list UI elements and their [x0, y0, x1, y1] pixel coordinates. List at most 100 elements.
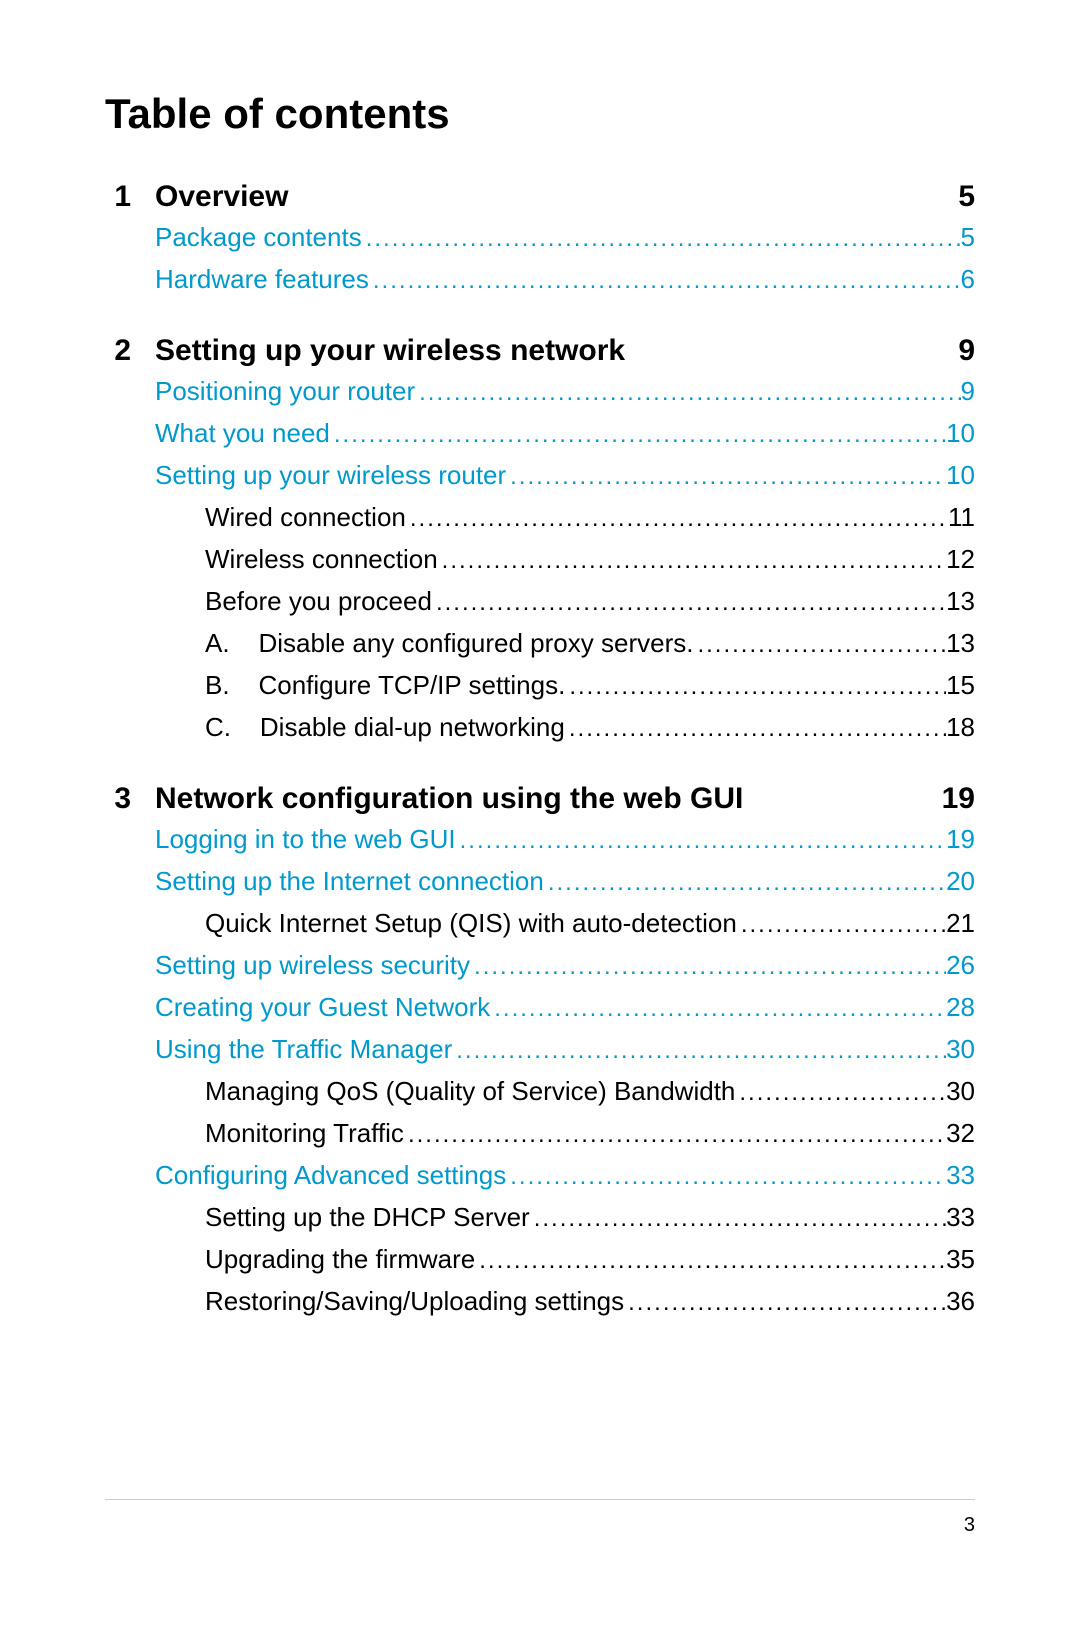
toc-entry-leader: ........................................…	[737, 911, 946, 939]
toc-section-heading: 1Overview5	[105, 180, 975, 214]
toc-entry-label: Wireless connection	[205, 544, 438, 575]
toc-entry-page: 35	[946, 1244, 975, 1275]
toc-entry-label[interactable]: Using the Traffic Manager	[155, 1034, 452, 1065]
toc-entry: A. Disable any configured proxy servers.…	[105, 628, 975, 659]
toc-section-number: 3	[105, 782, 155, 816]
toc-entry-page: 11	[948, 502, 975, 533]
toc-entry-label[interactable]: Package contents	[155, 222, 362, 253]
toc-entry-label: Before you proceed	[205, 586, 432, 617]
toc-entry-label: Restoring/Saving/Uploading settings	[205, 1286, 624, 1317]
toc-entry-leader: ........................................…	[456, 827, 946, 855]
section-gap	[105, 1328, 975, 1356]
toc-entry: B. Configure TCP/IP settings............…	[105, 670, 975, 701]
toc-entry-page: 18	[946, 712, 975, 743]
toc-section-page: 9	[958, 334, 975, 368]
toc-entry: Quick Internet Setup (QIS) with auto-det…	[105, 908, 975, 939]
toc-entry-leader: ........................................…	[544, 869, 946, 897]
toc-entry-label: Upgrading the firmware	[205, 1244, 475, 1275]
toc-entry-label[interactable]: Setting up the Internet connection	[155, 866, 544, 897]
toc-entry-leader: ........................................…	[530, 1205, 946, 1233]
toc-entry: C. Disable dial-up networking...........…	[105, 712, 975, 743]
toc-container: 1Overview5 Package contents..............…	[105, 180, 975, 1356]
toc-entry-label[interactable]: Hardware features	[155, 264, 369, 295]
toc-entry[interactable]: Logging in to the web GUI...............…	[105, 824, 975, 855]
section-gap	[105, 306, 975, 334]
toc-entry-leader: ........................................…	[506, 463, 946, 491]
toc-entry-leader: ........................................…	[406, 505, 948, 533]
toc-entry[interactable]: Positioning your router.................…	[105, 376, 975, 407]
toc-entry-leader: ........................................…	[506, 1163, 946, 1191]
toc-entry[interactable]: What you need...........................…	[105, 418, 975, 449]
toc-entry-leader: ........................................…	[565, 673, 946, 701]
toc-entry-label[interactable]: Creating your Guest Network	[155, 992, 490, 1023]
toc-entry-leader: ........................................…	[470, 953, 946, 981]
page-number: 3	[964, 1514, 975, 1536]
toc-entry-label: Disable any configured proxy servers.	[258, 628, 693, 659]
toc-entry-leader: ........................................…	[624, 1289, 946, 1317]
toc-entry-label: Setting up the DHCP Server	[205, 1202, 530, 1233]
toc-entry-leader: ........................................…	[404, 1121, 946, 1149]
section-gap	[105, 754, 975, 782]
page-footer: 3	[105, 1499, 975, 1537]
toc-entry[interactable]: Configuring Advanced settings...........…	[105, 1160, 975, 1191]
toc-entry[interactable]: Package contents........................…	[105, 222, 975, 253]
toc-entry-leader: ........................................…	[565, 715, 946, 743]
toc-entry-page: 30	[946, 1076, 975, 1107]
toc-entry-page[interactable]: 28	[946, 992, 975, 1023]
toc-entry-label[interactable]: What you need	[155, 418, 330, 449]
toc-entry-page[interactable]: 19	[946, 824, 975, 855]
toc-entry-leader: ........................................…	[475, 1247, 946, 1275]
toc-entry: Managing QoS (Quality of Service) Bandwi…	[105, 1076, 975, 1107]
toc-section-page: 19	[942, 782, 975, 816]
toc-entry-prefix: B.	[205, 670, 258, 701]
toc-entry-label[interactable]: Setting up your wireless router	[155, 460, 506, 491]
toc-entry: Monitoring Traffic......................…	[105, 1118, 975, 1149]
toc-entry-page: 36	[946, 1286, 975, 1317]
toc-entry-leader: ........................................…	[735, 1079, 946, 1107]
toc-entry: Before you proceed......................…	[105, 586, 975, 617]
toc-entry-page[interactable]: 9	[961, 376, 975, 407]
toc-entry-label: Quick Internet Setup (QIS) with auto-det…	[205, 908, 737, 939]
toc-entry[interactable]: Setting up the Internet connection......…	[105, 866, 975, 897]
toc-entry-page[interactable]: 20	[946, 866, 975, 897]
toc-section-heading: 3Network configuration using the web GUI…	[105, 782, 975, 816]
toc-section-title: Setting up your wireless network	[155, 334, 625, 368]
toc-section-page: 5	[958, 180, 975, 214]
toc-entry-page: 13	[946, 586, 975, 617]
toc-entry-page[interactable]: 6	[961, 264, 975, 295]
toc-entry[interactable]: Setting up wireless security............…	[105, 950, 975, 981]
toc-entry-label[interactable]: Configuring Advanced settings	[155, 1160, 506, 1191]
toc-entry-label: Disable dial-up networking	[260, 712, 565, 743]
toc-entry-page[interactable]: 10	[946, 460, 975, 491]
toc-entry-page[interactable]: 5	[961, 222, 975, 253]
toc-entry-page: 32	[946, 1118, 975, 1149]
toc-entry-label: Monitoring Traffic	[205, 1118, 404, 1149]
toc-entry: Wired connection........................…	[105, 502, 975, 533]
toc-entry-leader: ........................................…	[693, 631, 946, 659]
toc-section-title: Network configuration using the web GUI	[155, 782, 743, 816]
toc-section-number: 2	[105, 334, 155, 368]
toc-entry[interactable]: Hardware features.......................…	[105, 264, 975, 295]
toc-entry-leader: ........................................…	[369, 267, 961, 295]
toc-entry-page: 21	[946, 908, 975, 939]
toc-entry-label: Configure TCP/IP settings.	[258, 670, 565, 701]
toc-entry-label[interactable]: Logging in to the web GUI	[155, 824, 456, 855]
toc-entry: Wireless connection.....................…	[105, 544, 975, 575]
toc-entry-page: 33	[946, 1202, 975, 1233]
toc-entry[interactable]: Using the Traffic Manager...............…	[105, 1034, 975, 1065]
toc-entry-label: Managing QoS (Quality of Service) Bandwi…	[205, 1076, 735, 1107]
toc-entry-label: Wired connection	[205, 502, 406, 533]
toc-entry-page[interactable]: 33	[946, 1160, 975, 1191]
toc-entry-label[interactable]: Setting up wireless security	[155, 950, 470, 981]
page-title: Table of contents	[105, 90, 975, 138]
toc-entry-page[interactable]: 26	[946, 950, 975, 981]
toc-entry-page: 13	[946, 628, 975, 659]
toc-entry-label[interactable]: Positioning your router	[155, 376, 415, 407]
toc-entry-page: 15	[946, 670, 975, 701]
toc-entry[interactable]: Setting up your wireless router.........…	[105, 460, 975, 491]
toc-entry-page[interactable]: 10	[946, 418, 975, 449]
toc-entry-page[interactable]: 30	[946, 1034, 975, 1065]
toc-entry-leader: ........................................…	[362, 225, 961, 253]
toc-entry[interactable]: Creating your Guest Network.............…	[105, 992, 975, 1023]
toc-entry-leader: ........................................…	[415, 379, 960, 407]
